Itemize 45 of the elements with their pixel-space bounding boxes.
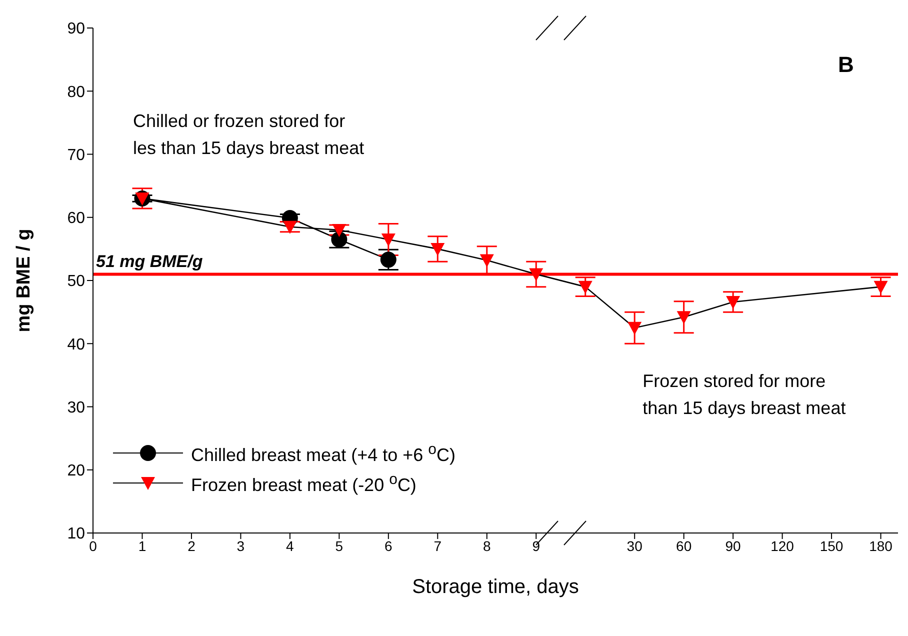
x-tick-label: 2 [188, 538, 196, 554]
x-tick-label: 3 [236, 538, 245, 554]
x-tick-label: 5 [335, 538, 344, 554]
point [332, 224, 346, 237]
y-tick-label: 60 [67, 210, 86, 228]
y-tick-label: 80 [67, 84, 86, 101]
x-tick-label: 9 [532, 538, 540, 554]
annotation: Chilled or frozen stored for les than 15 days breast meat [133, 110, 364, 160]
y-axis-title: mg BME / g [14, 228, 35, 332]
y-tick-label: 70 [67, 146, 86, 164]
point [529, 268, 544, 282]
annotation: Frozen stored for more than 15 days breast meat [642, 370, 846, 420]
x-axis-title: Storage time, days [412, 576, 579, 598]
y-tick-label: 50 [67, 273, 86, 290]
x-tick-label: 180 [869, 538, 893, 554]
point [726, 296, 740, 309]
y-tick-label: 30 [67, 399, 86, 416]
legend-label: Chilled breast meat (+4 to +6 $^{o}$C) [191, 440, 456, 466]
annotation: B [838, 51, 854, 79]
y-tick-label: 10 [67, 526, 86, 543]
y-tick-label: 20 [67, 462, 86, 480]
x-tick-label: 90 [725, 538, 742, 554]
x-tick-label: 4 [286, 538, 294, 554]
legend-label: Frozen breast meat (-20 $^{o}$C) [191, 470, 416, 496]
point [676, 311, 691, 324]
point [381, 233, 396, 246]
x-tick-label: 150 [820, 538, 844, 554]
ref-line-label: 51 mg BME/g [96, 252, 204, 272]
point [874, 280, 888, 294]
x-tick-label: 0 [89, 538, 98, 554]
x-tick-label: 60 [676, 538, 692, 554]
point [578, 280, 592, 294]
y-tick-label: 40 [67, 336, 86, 354]
x-tick-label: 6 [384, 538, 393, 554]
y-tick-label: 90 [67, 20, 86, 38]
point [480, 254, 494, 268]
x-tick-label: 120 [770, 538, 794, 554]
point [331, 231, 348, 248]
x-tick-label: 30 [626, 538, 643, 554]
x-tick-label: 8 [482, 538, 491, 554]
point [628, 322, 642, 335]
point [430, 242, 445, 256]
point [282, 220, 297, 234]
x-tick-label: 1 [138, 538, 146, 554]
x-tick-label: 7 [434, 538, 442, 554]
